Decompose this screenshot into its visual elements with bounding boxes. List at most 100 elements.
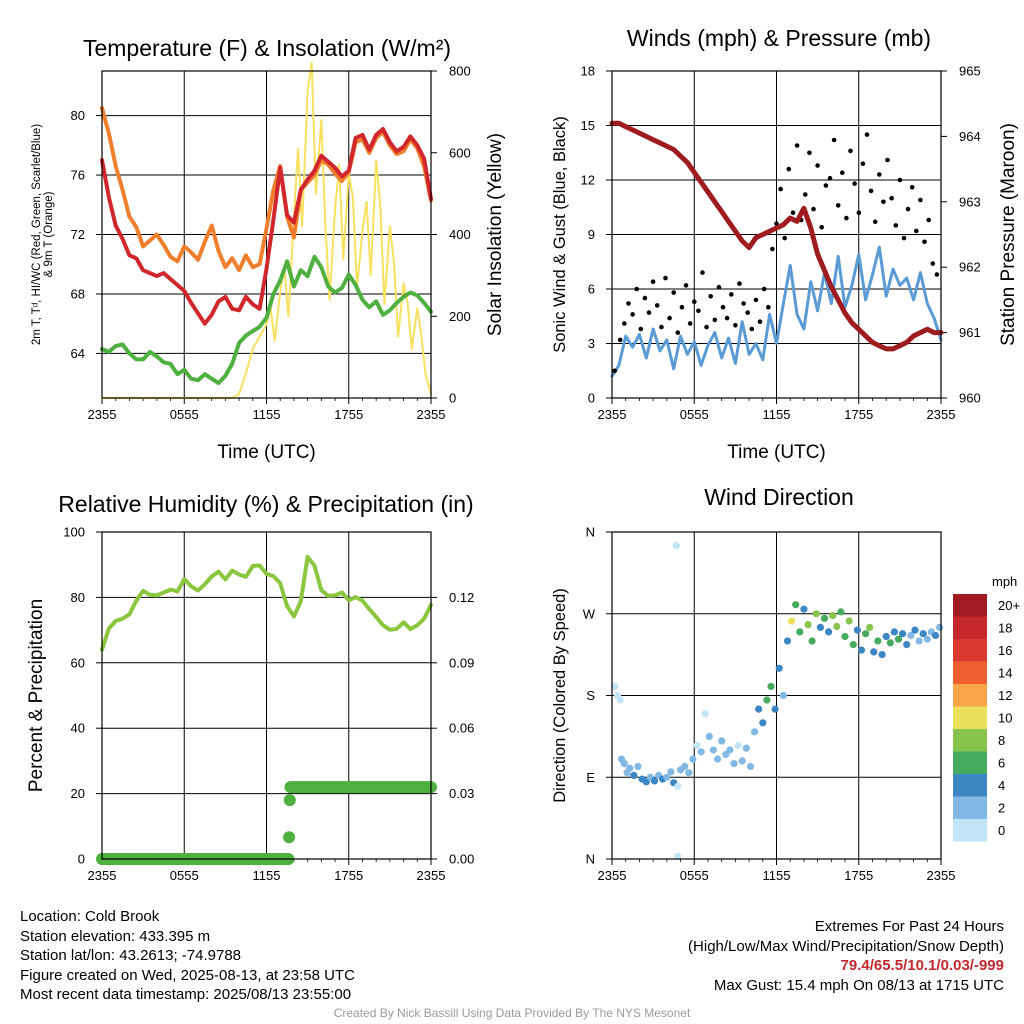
- y-tick-label-left: 72: [71, 227, 85, 242]
- colorbar-label: 2: [998, 801, 1005, 816]
- colorbar-swatch: [953, 661, 987, 684]
- y-tick-label-right: 963: [959, 194, 981, 209]
- gust-point: [893, 223, 899, 228]
- y-tick-label-left: W: [583, 606, 596, 621]
- y-tick-label-right: 0.06: [449, 721, 474, 736]
- y-tick-label-right: 200: [449, 309, 471, 324]
- y-axis-label-line: 2m T, Tᵈ, HI/WC (Red, Green, Scarlet/Blu…: [31, 124, 43, 345]
- gust-point: [654, 303, 660, 308]
- chart-title: Relative Humidity (%) & Precipitation (i…: [58, 491, 473, 517]
- gust-point: [675, 330, 681, 335]
- station-elevation: Station elevation: 433.395 m: [20, 927, 211, 945]
- gust-point: [683, 283, 689, 288]
- gust-point: [930, 261, 936, 266]
- direction-point: [792, 601, 800, 609]
- x-tick-label: 2355: [598, 868, 627, 883]
- gust-point: [700, 270, 705, 275]
- direction-point: [767, 682, 775, 691]
- extremes-title: Extremes For Past 24 Hours: [814, 918, 1004, 935]
- gust-point: [811, 206, 816, 212]
- gust-point: [733, 323, 738, 328]
- colorbar-label: 8: [998, 733, 1005, 748]
- direction-point: [616, 696, 624, 704]
- colorbar-label: 12: [998, 688, 1012, 703]
- x-tick-label: 2355: [927, 868, 956, 883]
- y-tick-label-left: 9: [588, 227, 595, 242]
- y-axis-label-left: Direction (Colored By Speed): [551, 588, 569, 803]
- y-tick-label-right: 965: [959, 64, 981, 79]
- direction-point: [681, 762, 689, 771]
- y-tick-label-right: 400: [449, 227, 471, 242]
- colorbar-swatch: [953, 774, 987, 797]
- figure-created: Figure created on Wed, 2025-08-13, at 23…: [20, 966, 355, 984]
- y-tick-label-left: N: [586, 525, 595, 540]
- y-tick-label-left: 80: [71, 108, 85, 123]
- gust-point: [671, 290, 676, 295]
- y-tick-label-right: 0.00: [449, 852, 474, 867]
- direction-point: [783, 637, 792, 645]
- colorbar-label: 18: [998, 621, 1012, 636]
- colorbar-swatch: [953, 796, 987, 819]
- direction-point: [808, 637, 816, 645]
- y-axis-label-left: 2m T, Tᵈ, HI/WC (Red, Green, Scarlet/Blu…: [31, 124, 55, 345]
- gust-point: [770, 246, 775, 252]
- precip-point: [283, 794, 296, 807]
- direction-point: [714, 755, 722, 763]
- gust-point: [634, 286, 639, 292]
- colorbar-swatch: [953, 616, 987, 639]
- pressure-line: [609, 120, 944, 352]
- y-tick-label-left: 15: [581, 118, 595, 133]
- station-info: Location: Cold Brook Station elevation: …: [20, 907, 355, 1005]
- gust-point: [885, 157, 890, 163]
- direction-point: [746, 762, 755, 771]
- y-tick-label-left: 3: [588, 336, 595, 351]
- gust-point: [704, 324, 709, 330]
- gust-point: [617, 337, 623, 343]
- y-axis-label-right: Station Pressure (Maroon): [998, 123, 1019, 346]
- colorbar-swatch: [953, 594, 987, 617]
- gust-point: [626, 301, 631, 306]
- max-gust: Max Gust: 15.4 mph On 08/13 at 1715 UTC: [713, 976, 1004, 994]
- direction-point: [825, 628, 833, 636]
- gust-point: [881, 199, 886, 205]
- chart-title: Wind Direction: [704, 484, 854, 510]
- gust-point: [823, 183, 829, 188]
- colorbar-label: 6: [998, 756, 1005, 771]
- gust-point: [901, 235, 907, 241]
- direction-point: [849, 641, 857, 649]
- gust-point: [815, 163, 820, 168]
- colorbar-label: 10: [998, 711, 1012, 726]
- gust-point: [692, 299, 697, 305]
- colorbar-swatch: [953, 729, 987, 752]
- gust-point: [696, 308, 701, 314]
- gust-point: [720, 304, 726, 310]
- gust-point: [642, 295, 648, 301]
- colorbar-swatch: [953, 751, 987, 774]
- gust-point: [741, 301, 746, 306]
- direction-point: [804, 621, 812, 629]
- direction-point: [796, 628, 804, 636]
- direction-point: [886, 639, 894, 647]
- station-location: Location: Cold Brook: [20, 908, 160, 925]
- direction-point: [701, 710, 709, 718]
- direction-point: [931, 631, 940, 640]
- x-tick-label: 1155: [763, 407, 791, 422]
- y-axis-label-left: Sonic Wind & Gust (Blue, Black): [551, 116, 569, 353]
- x-tick-label: 2355: [88, 407, 117, 422]
- gust-point: [852, 181, 857, 186]
- y-tick-label-left: 6: [588, 282, 595, 297]
- gust-point: [729, 292, 734, 297]
- x-tick-label: 0555: [680, 868, 709, 883]
- direction-point: [936, 623, 944, 632]
- y-tick-label-left: E: [586, 770, 595, 785]
- x-tick-label: 1755: [334, 868, 363, 883]
- gust-point: [860, 161, 866, 166]
- chart-title: Winds (mph) & Pressure (mb): [627, 25, 931, 51]
- y-tick-label-left: 0: [78, 852, 85, 867]
- direction-point: [674, 782, 682, 790]
- x-tick-label: 2355: [598, 407, 627, 422]
- y-axis-label-line: & 9m T (Orange): [43, 191, 55, 277]
- gust-point: [708, 294, 713, 299]
- x-tick-label: 1155: [763, 868, 791, 883]
